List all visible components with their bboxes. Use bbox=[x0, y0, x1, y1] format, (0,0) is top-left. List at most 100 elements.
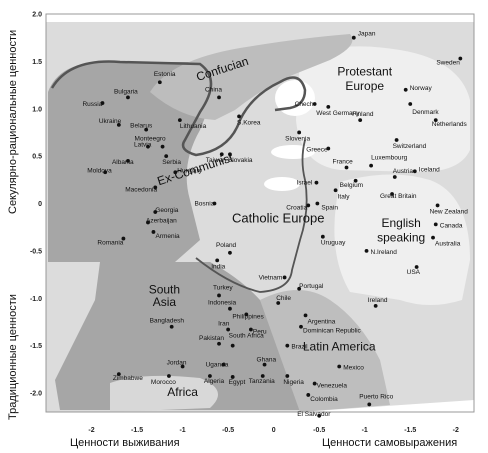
point-france bbox=[344, 165, 349, 170]
country-label-n-ireland: N.Ireland bbox=[371, 249, 398, 256]
country-label-japan: Japan bbox=[358, 31, 376, 38]
point-spain bbox=[315, 201, 320, 206]
country-label-slovakia: Slovakia bbox=[228, 157, 253, 164]
point-south-africa bbox=[230, 343, 235, 348]
ex-communist-outline bbox=[50, 60, 307, 157]
point-russia bbox=[100, 101, 105, 105]
x-tick-label: 0 bbox=[272, 427, 276, 434]
point-canada bbox=[433, 222, 438, 227]
point-vietnam bbox=[282, 275, 287, 280]
country-label-iceland: Iceland bbox=[419, 166, 440, 173]
country-label-estonia: Estonia bbox=[154, 71, 176, 78]
country-label-france: France bbox=[333, 159, 354, 166]
protestant-europe-zone bbox=[296, 46, 470, 172]
x-tick-label: -1 bbox=[179, 427, 185, 434]
country-label-el-salvador: El Salvador bbox=[297, 411, 331, 418]
point-israel bbox=[314, 180, 319, 185]
point-usa bbox=[414, 265, 419, 269]
point-venezuela bbox=[312, 381, 317, 386]
point-chile bbox=[276, 301, 281, 305]
country-label-taiwan: Taiwan bbox=[206, 157, 227, 164]
axis-ticks: -2 -1.5 -1 -0.5 0 -0.5 -1 -1.5 -2 2.0 1.5 1.0 0.5 0 -0… bbox=[30, 12, 459, 435]
country-points: Japan Sweden Norway Denmark Netherlands Finla… bbox=[82, 31, 468, 418]
point-ghana bbox=[262, 362, 267, 367]
point-argentina bbox=[303, 313, 308, 318]
catholic-europe-outline bbox=[195, 139, 308, 293]
country-label-russia: Russia bbox=[82, 101, 102, 108]
country-label-finland: Finland bbox=[352, 111, 374, 118]
x-tick-label: -1.5 bbox=[404, 427, 416, 434]
region-label-europe: Europe bbox=[345, 79, 384, 93]
region-label-catholic-europe: Catholic Europe bbox=[232, 210, 325, 225]
country-label-uganda: Uganda bbox=[206, 362, 229, 369]
point-taiwan bbox=[219, 152, 224, 157]
country-label-philippines: Philippines bbox=[232, 313, 264, 320]
point-n-ireland bbox=[364, 249, 369, 253]
confucian-zone bbox=[150, 34, 353, 120]
country-label-brazil: Brazil bbox=[291, 344, 308, 351]
south-asia-africa-zone bbox=[55, 262, 300, 410]
country-label-croatia: Croatia bbox=[286, 204, 307, 211]
region-label-english: English bbox=[381, 216, 420, 230]
country-label-ukraine: Ukraine bbox=[99, 118, 122, 125]
point-slovakia bbox=[228, 152, 232, 157]
country-label-georgia: Georgia bbox=[155, 207, 179, 214]
country-label-venezuela: Venezuela bbox=[317, 383, 348, 390]
country-label-vietnam: Vietnam bbox=[259, 274, 283, 281]
point-moldova bbox=[103, 170, 108, 175]
point-japan bbox=[351, 35, 356, 40]
country-label-luxembourg: Luxembourg bbox=[371, 155, 408, 162]
point-s-korea bbox=[237, 114, 241, 119]
point-indonesia bbox=[228, 306, 232, 311]
country-label-italy: Italy bbox=[338, 193, 351, 200]
point-bosnia bbox=[212, 201, 217, 206]
country-label-peru: Peru bbox=[253, 329, 267, 336]
country-label-ghana: Ghana bbox=[257, 357, 277, 364]
point-mexico bbox=[337, 364, 342, 369]
white-bubble-chech bbox=[275, 80, 315, 116]
region-label-south: South bbox=[149, 283, 180, 297]
english-speaking-zone bbox=[334, 174, 470, 305]
point-el-salvador bbox=[317, 413, 322, 418]
y-tick-label: 0 bbox=[38, 201, 42, 208]
point-azerbaijan bbox=[146, 220, 150, 225]
point-finland bbox=[358, 118, 363, 123]
country-label-lithuania: Lithuania bbox=[180, 123, 207, 130]
point-georgia bbox=[153, 210, 158, 214]
point-albania bbox=[126, 158, 130, 163]
country-label-belgium: Belgium bbox=[340, 182, 363, 189]
y-tick-label: 1.0 bbox=[32, 106, 42, 113]
country-label-iran: Iran bbox=[218, 321, 230, 328]
point-dominican-republic bbox=[299, 324, 303, 329]
country-label-hungary: Hungary bbox=[177, 167, 202, 174]
country-label-israel: Israel bbox=[296, 180, 312, 187]
country-label-norway: Norway bbox=[410, 85, 433, 92]
region-label-africa: Africa bbox=[167, 385, 198, 399]
point-turkey bbox=[217, 293, 221, 298]
country-label-new-zealand: New Zealand bbox=[430, 208, 469, 215]
country-label-mexico: Mexico bbox=[343, 365, 364, 372]
country-label-tanzania: Tanzania bbox=[249, 378, 275, 385]
x-axis-label-left: Ценности выживания bbox=[70, 437, 180, 449]
region-label-latin-america: Latin America bbox=[303, 339, 376, 353]
point-iceland bbox=[412, 169, 417, 174]
country-label-denmark: Denmark bbox=[412, 109, 439, 116]
y-tick-label: 0.5 bbox=[32, 154, 42, 161]
point-peru bbox=[248, 327, 253, 332]
region-label-asia: Asia bbox=[153, 295, 177, 309]
y-axis-label-top: Секулярно-рациональные ценности bbox=[7, 30, 19, 214]
y-tick-label: -0.5 bbox=[30, 248, 42, 255]
point-greece bbox=[326, 146, 331, 151]
country-label-morocco: Morocco bbox=[151, 379, 176, 386]
point-nigeria bbox=[285, 374, 290, 378]
point-china bbox=[217, 95, 221, 100]
country-label-usa: USA bbox=[407, 269, 421, 276]
point-australia bbox=[431, 235, 435, 240]
point-ukraine bbox=[116, 122, 121, 127]
country-label-china: China bbox=[205, 86, 222, 93]
point-croatia bbox=[306, 203, 311, 208]
point-norway bbox=[403, 87, 408, 92]
point-jordan bbox=[180, 364, 185, 369]
country-label-argentina: Argentina bbox=[308, 318, 336, 325]
